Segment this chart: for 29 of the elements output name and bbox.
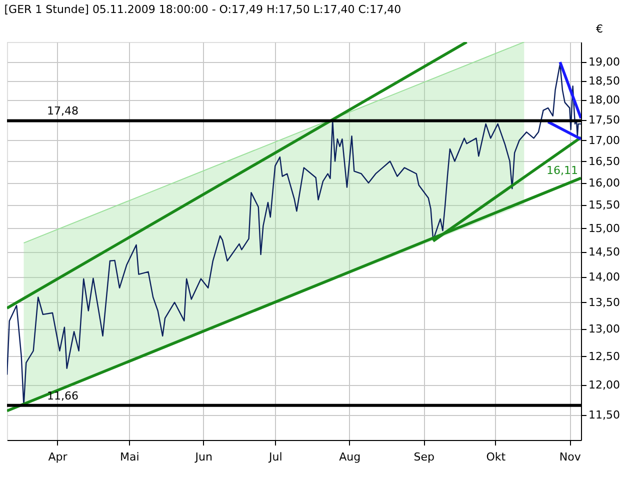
x-tick-label: Jun	[194, 450, 212, 464]
y-axis-title: €	[596, 22, 603, 36]
x-tick-label: Aug	[339, 450, 361, 464]
y-tick-label: 18,00	[588, 94, 620, 107]
y-tick-label: 14,00	[588, 270, 620, 284]
ref-line-label: 17,48	[47, 104, 78, 118]
chart-title: [GER 1 Stunde] 05.11.2009 18:00:00 - O:17,49 H:17,50 L:17,40 C:17,40	[4, 3, 402, 16]
x-tick-label: Okt	[486, 450, 506, 464]
annotation: 16,11	[546, 164, 578, 178]
x-tick-label: Mai	[120, 450, 140, 464]
y-tick-label: 18,50	[588, 74, 620, 88]
ref-line-label: 11,66	[47, 389, 78, 402]
y-tick-label: 13,00	[588, 322, 620, 336]
y-tick-label: 17,00	[588, 134, 620, 147]
y-tick-label: 14,50	[588, 246, 620, 259]
x-tick-label: Apr	[48, 450, 68, 464]
y-tick-label: 12,50	[588, 350, 620, 363]
y-tick-label: 16,50	[588, 154, 620, 168]
y-tick-label: 11,50	[588, 408, 620, 422]
y-tick-label: 17,50	[588, 113, 620, 126]
y-tick-label: 13,50	[588, 296, 620, 309]
y-tick-label: 15,00	[588, 222, 620, 235]
x-tick-label: Nov	[559, 450, 582, 464]
y-tick-label: 15,50	[588, 198, 620, 212]
x-tick-label: Jul	[268, 450, 282, 464]
x-tick-label: Sep	[414, 450, 434, 464]
y-tick-label: 19,00	[588, 56, 620, 69]
y-tick-label: 16,00	[588, 176, 620, 190]
y-tick-label: 12,00	[588, 378, 620, 392]
